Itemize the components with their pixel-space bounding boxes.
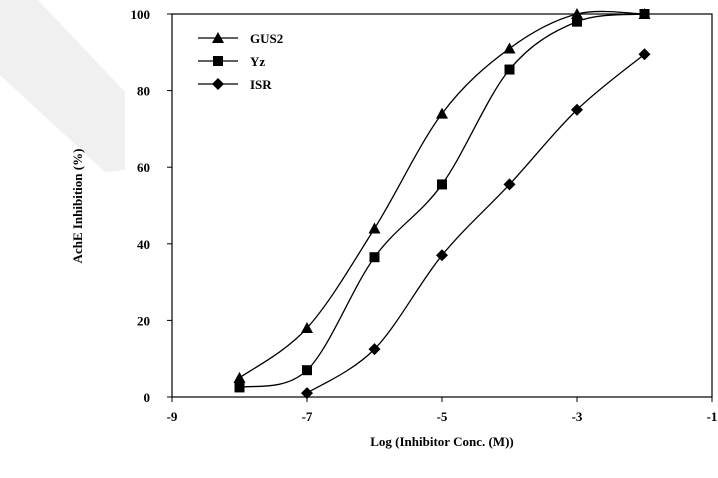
x-tick-label: -1 bbox=[707, 409, 718, 424]
data-point-yz bbox=[640, 9, 650, 19]
y-tick-label: 60 bbox=[137, 160, 150, 175]
y-tick-label: 100 bbox=[131, 7, 151, 22]
x-axis-title: Log (Inhibitor Conc. (M)) bbox=[370, 434, 513, 449]
data-point-yz bbox=[572, 17, 582, 27]
legend-item-gus2: GUS2 bbox=[198, 31, 283, 46]
legend-marker bbox=[212, 78, 224, 90]
x-axis: -9 -7 -5 -3 -1 bbox=[167, 397, 718, 424]
data-point-yz bbox=[437, 179, 447, 189]
data-point-gus2 bbox=[369, 222, 381, 233]
plot-area bbox=[172, 14, 712, 397]
data-point-gus2 bbox=[436, 108, 448, 119]
legend-label: ISR bbox=[250, 77, 272, 92]
series-layer bbox=[234, 8, 651, 399]
data-point-yz bbox=[505, 65, 515, 75]
data-point-gus2 bbox=[234, 372, 246, 383]
legend-marker bbox=[213, 56, 223, 66]
series-isr bbox=[301, 48, 651, 399]
series-yz bbox=[235, 9, 650, 392]
legend: GUS2 Yz ISR bbox=[198, 31, 283, 92]
series-line-isr bbox=[307, 54, 645, 393]
y-axis: 0 20 40 60 80 100 bbox=[131, 7, 173, 405]
corner-watermark bbox=[0, 0, 125, 172]
series-gus2 bbox=[234, 8, 651, 383]
x-tick-label: -7 bbox=[302, 409, 313, 424]
series-line-yz bbox=[240, 14, 645, 387]
data-point-yz bbox=[235, 382, 245, 392]
y-tick-label: 20 bbox=[137, 313, 150, 328]
legend-label: Yz bbox=[250, 54, 265, 69]
x-tick-label: -5 bbox=[437, 409, 448, 424]
y-axis-title: AchE Inhibition (%) bbox=[70, 149, 85, 264]
data-point-yz bbox=[302, 365, 312, 375]
series-line-gus2 bbox=[240, 11, 645, 377]
y-tick-label: 80 bbox=[137, 84, 150, 99]
x-tick-label: -3 bbox=[572, 409, 583, 424]
data-point-gus2 bbox=[504, 42, 516, 53]
data-point-yz bbox=[370, 252, 380, 262]
x-tick-label: -9 bbox=[167, 409, 178, 424]
legend-label: GUS2 bbox=[250, 31, 283, 46]
data-point-isr bbox=[639, 48, 651, 60]
legend-item-isr: ISR bbox=[198, 77, 272, 92]
legend-item-yz: Yz bbox=[198, 54, 265, 69]
y-tick-label: 0 bbox=[144, 390, 151, 405]
y-tick-label: 40 bbox=[137, 237, 150, 252]
